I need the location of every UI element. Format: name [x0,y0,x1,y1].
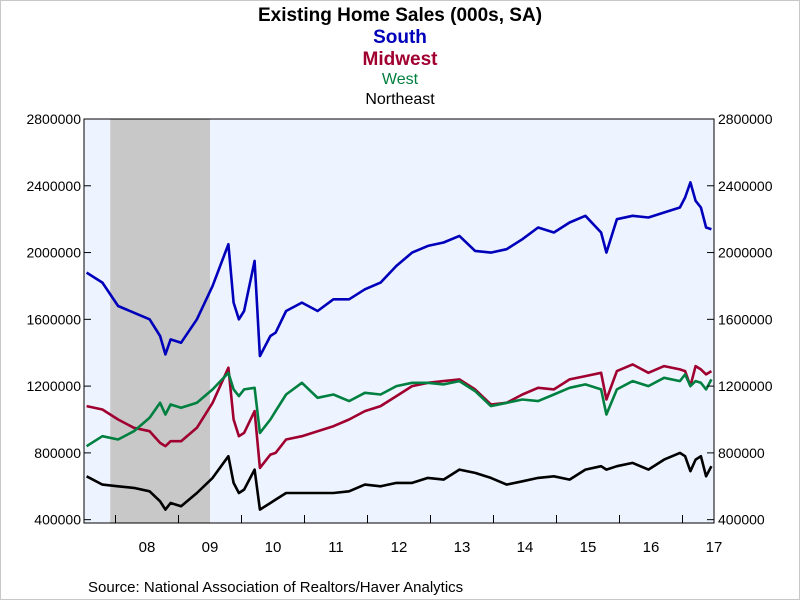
x-tick-label: 16 [643,539,660,556]
y-tick-label-right: 1200000 [718,378,773,394]
series-line-northeast [85,451,713,511]
legend-label-midwest: Midwest [363,49,439,70]
y-tick-label-left: 800000 [34,445,81,461]
x-tick-label: 17 [706,539,723,556]
x-tick-label: 14 [517,539,534,556]
x-tick-label: 11 [328,539,344,556]
x-tick-label: 13 [454,539,471,556]
y-tick-label-left: 2800000 [26,111,81,127]
y-tick-label-right: 1600000 [718,311,773,327]
series-layer [85,181,713,511]
legend-label-south: South [373,27,427,48]
axis-layer: 400000 400000 800000 800000 1200000 1200000 16… [26,111,772,556]
y-tick-label-left: 1200000 [26,378,81,394]
y-tick-label-left: 2000000 [26,245,81,261]
y-tick-label-left: 1600000 [26,311,81,327]
series-line-west [85,371,713,448]
recession-shading [110,119,210,523]
y-tick-label-right: 400000 [718,512,765,528]
chart-title: Existing Home Sales (000s, SA) [258,5,542,26]
y-tick-label-left: 400000 [34,512,81,528]
legend-label-northeast: Northeast [365,91,435,108]
series-line-south [85,181,712,358]
x-tick-label: 15 [580,539,597,556]
y-tick-label-right: 2400000 [718,178,773,194]
plot-border [83,118,715,524]
x-tick-label: 10 [265,539,282,556]
series-line-midwest [86,363,713,470]
y-tick-label-right: 2800000 [718,111,773,127]
y-tick-label-right: 800000 [718,445,765,461]
x-tick-label: 12 [391,539,408,556]
y-tick-label-right: 2000000 [718,245,773,261]
y-tick-label-left: 2400000 [26,178,81,194]
source-note: Source: National Association of Realtors… [88,579,463,596]
legend-label-west: West [382,71,419,88]
x-tick-label: 08 [139,539,156,556]
x-tick-label: 09 [202,539,219,556]
